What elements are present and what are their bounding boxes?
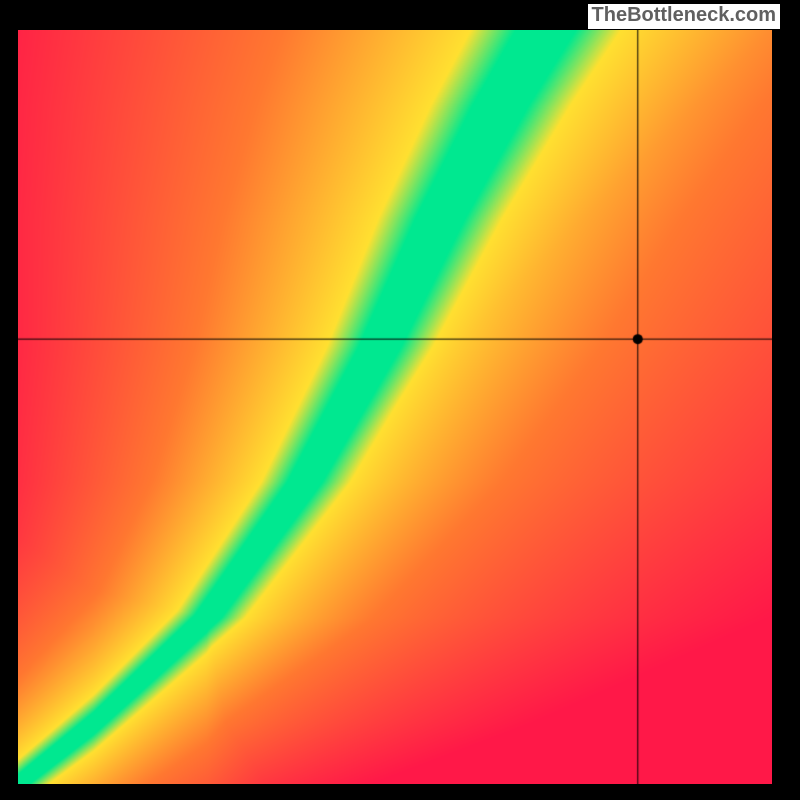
watermark-text: TheBottleneck.com: [588, 4, 780, 29]
bottleneck-heatmap: [18, 30, 772, 784]
chart-container: TheBottleneck.com: [0, 0, 800, 800]
